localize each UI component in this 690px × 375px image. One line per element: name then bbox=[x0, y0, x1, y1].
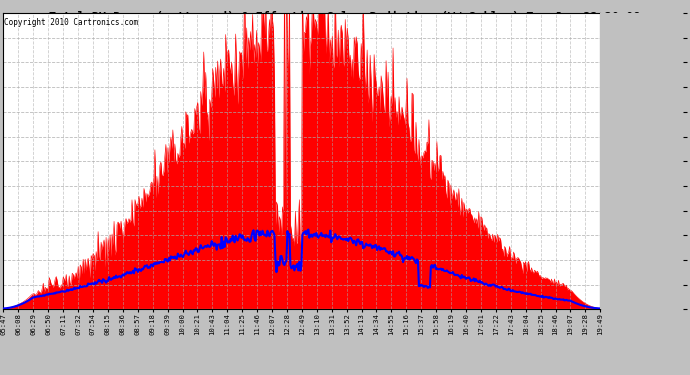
Text: Total PV Power (watts red) & Effective Solar Radiation (W/m2 blue) Tue Jun 22 20: Total PV Power (watts red) & Effective S… bbox=[49, 10, 641, 23]
Text: Copyright 2010 Cartronics.com: Copyright 2010 Cartronics.com bbox=[4, 18, 138, 27]
